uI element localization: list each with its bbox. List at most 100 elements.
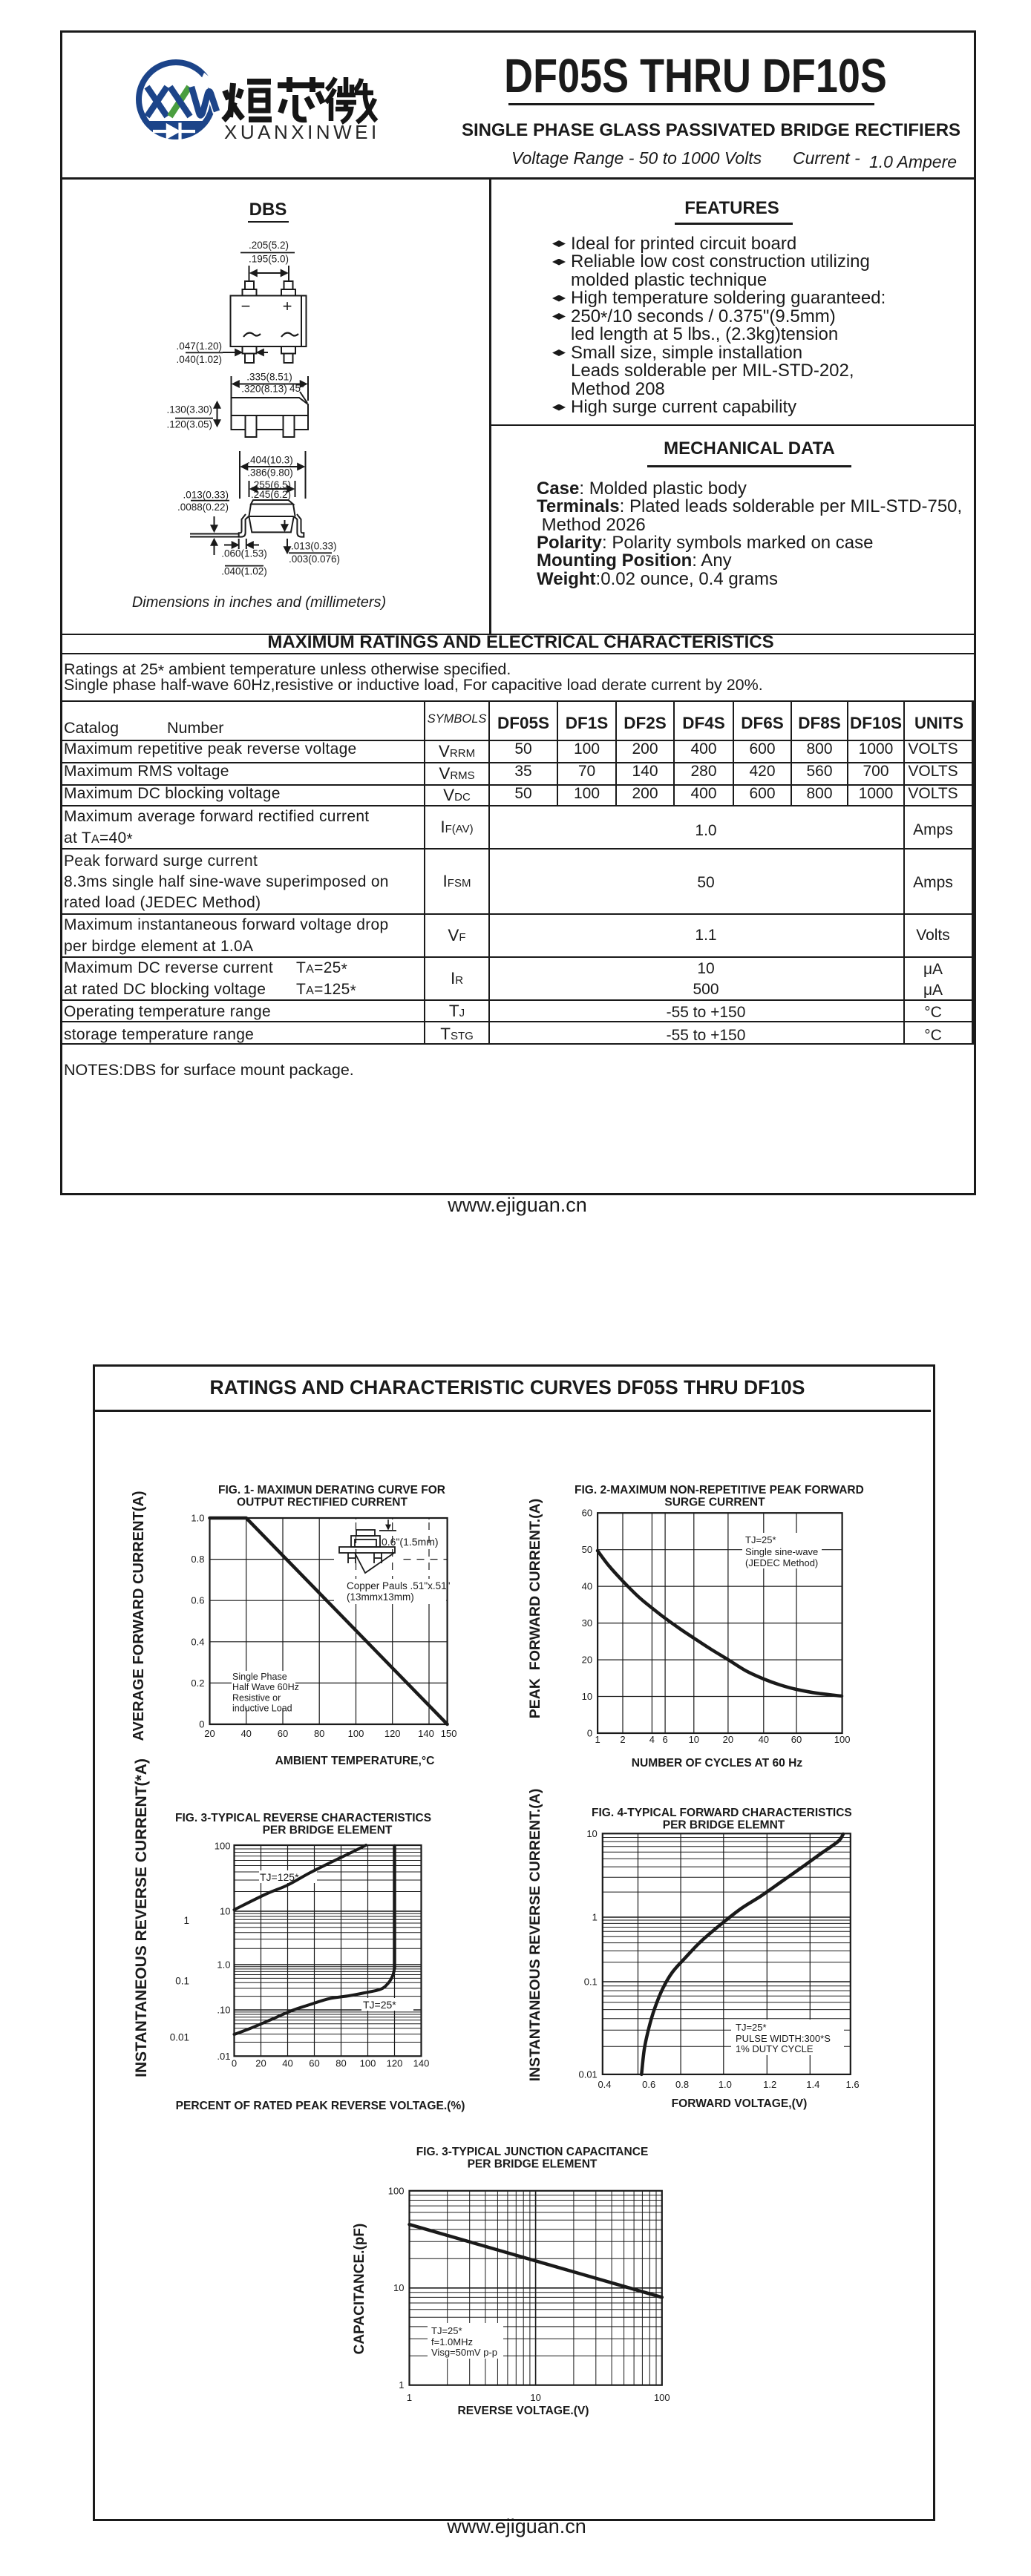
svg-text:0.4: 0.4 — [191, 1636, 204, 1647]
svg-text:20: 20 — [204, 1728, 215, 1739]
svg-text:6: 6 — [662, 1734, 667, 1745]
svg-text:TJ=25*: TJ=25* — [363, 1999, 396, 2011]
svg-text:1.0: 1.0 — [191, 1513, 204, 1524]
svg-text:2: 2 — [620, 1734, 625, 1745]
svg-text:.404(10.3): .404(10.3) — [247, 455, 293, 466]
svg-text:Copper Pauls .51"x.51": Copper Pauls .51"x.51" — [347, 1580, 451, 1591]
svg-text:1.2: 1.2 — [763, 2079, 776, 2090]
svg-text:PER BRIDGE ELEMNT: PER BRIDGE ELEMNT — [663, 1819, 785, 1832]
svg-text:inductive Load: inductive Load — [232, 1703, 292, 1714]
svg-text:0.6: 0.6 — [642, 2079, 655, 2090]
svg-text:100: 100 — [360, 2058, 376, 2069]
svg-text:0: 0 — [232, 2058, 237, 2069]
svg-text:0: 0 — [199, 1719, 204, 1730]
svg-text:10: 10 — [220, 1906, 230, 1917]
svg-text:60: 60 — [582, 1508, 592, 1519]
svg-text:NUMBER OF CYCLES AT 60 Hz: NUMBER OF CYCLES AT 60 Hz — [632, 1757, 803, 1770]
svg-text:100: 100 — [654, 2392, 670, 2403]
svg-text:100: 100 — [834, 1734, 851, 1745]
svg-text:.013(0.33): .013(0.33) — [183, 490, 229, 501]
svg-text:TJ=25*: TJ=25* — [736, 2022, 767, 2033]
svg-text:1: 1 — [595, 1734, 600, 1745]
svg-text:.047(1.20): .047(1.20) — [176, 341, 222, 352]
svg-text:FIG. 4-TYPICAL FORWARD CHARACT: FIG. 4-TYPICAL FORWARD CHARACTERISTICS — [592, 1807, 852, 1819]
svg-text:TJ=25*: TJ=25* — [431, 2325, 462, 2336]
svg-text:60: 60 — [791, 1734, 802, 1745]
svg-text:10: 10 — [530, 2392, 540, 2403]
svg-text:FIG. 1- MAXIMUN DERATING CURVE: FIG. 1- MAXIMUN DERATING CURVE FOR — [218, 1484, 445, 1496]
svg-text:100: 100 — [215, 1841, 231, 1852]
svg-text:.386(9.80): .386(9.80) — [247, 467, 293, 479]
svg-text:Single Phase: Single Phase — [232, 1672, 287, 1682]
svg-text:Half Wave 60Hz: Half Wave 60Hz — [232, 1682, 299, 1692]
svg-text:PERCENT OF RATED PEAK REVERSE: PERCENT OF RATED PEAK REVERSE VOLTAGE.(%… — [176, 2100, 465, 2112]
svg-text:20: 20 — [582, 1655, 592, 1666]
svg-text:1% DUTY CYCLE: 1% DUTY CYCLE — [736, 2043, 814, 2054]
svg-text:1.0: 1.0 — [217, 1959, 230, 1971]
svg-text:TJ=125*: TJ=125* — [260, 1871, 299, 1883]
svg-text:1: 1 — [183, 1915, 189, 1926]
svg-text:.003(0.076): .003(0.076) — [289, 553, 340, 565]
svg-text:(13mmx13mm): (13mmx13mm) — [347, 1591, 414, 1603]
svg-text:40: 40 — [240, 1728, 251, 1739]
svg-text:PULSE WIDTH:300*S: PULSE WIDTH:300*S — [736, 2033, 831, 2044]
svg-text:100: 100 — [388, 2185, 405, 2196]
svg-text:SURGE CURRENT: SURGE CURRENT — [664, 1496, 765, 1509]
svg-text:f=1.0MHz: f=1.0MHz — [431, 2336, 473, 2347]
svg-text:PEAK FORWARD CURRENT.(A): PEAK FORWARD CURRENT.(A) — [527, 1499, 543, 1718]
svg-text:Visg=50mV p-p: Visg=50mV p-p — [431, 2347, 497, 2358]
svg-text:AMBIENT TEMPERATURE,°C: AMBIENT TEMPERATURE,°C — [275, 1755, 435, 1767]
svg-text:Resistive or: Resistive or — [232, 1692, 281, 1703]
svg-text:.320(8.13): .320(8.13) — [241, 384, 287, 395]
svg-text:40: 40 — [282, 2058, 292, 2069]
svg-text:10: 10 — [689, 1734, 699, 1745]
svg-text:0.2: 0.2 — [191, 1678, 204, 1689]
svg-text:80: 80 — [314, 1728, 324, 1739]
svg-text:40: 40 — [759, 1734, 769, 1745]
svg-text:1.4: 1.4 — [806, 2079, 819, 2090]
svg-text:0: 0 — [587, 1728, 592, 1739]
svg-text:.130(3.30): .130(3.30) — [166, 404, 212, 415]
svg-text:20: 20 — [255, 2058, 266, 2069]
svg-text:1: 1 — [407, 2392, 412, 2403]
svg-text:Single sine-wave: Single sine-wave — [745, 1546, 818, 1557]
svg-text:.335(8.51): .335(8.51) — [246, 372, 292, 383]
svg-text:0.01: 0.01 — [170, 2031, 189, 2043]
svg-text:REVERSE VOLTAGE.(V): REVERSE VOLTAGE.(V) — [457, 2405, 589, 2417]
svg-text:FIG. 3-TYPICAL JUNCTION CAPACI: FIG. 3-TYPICAL JUNCTION CAPACITANCE — [416, 2146, 649, 2158]
svg-text:.205(5.2): .205(5.2) — [249, 240, 289, 251]
svg-text:10: 10 — [393, 2282, 404, 2293]
svg-text:CAPACITANCE.(pF): CAPACITANCE.(pF) — [352, 2224, 367, 2355]
svg-text:50: 50 — [582, 1544, 592, 1555]
svg-text:0.1: 0.1 — [584, 1977, 598, 1988]
svg-text:30: 30 — [582, 1617, 592, 1629]
svg-text:45°: 45° — [289, 383, 304, 394]
svg-text:.013(0.33): .013(0.33) — [291, 541, 337, 552]
svg-text:120: 120 — [384, 1728, 401, 1739]
svg-text:PER BRIDGE ELEMENT: PER BRIDGE ELEMENT — [263, 1824, 393, 1837]
svg-text:.060(1.53): .060(1.53) — [221, 548, 267, 559]
svg-text:140: 140 — [418, 1728, 434, 1739]
svg-text:PER BRIDGE ELEMENT: PER BRIDGE ELEMENT — [468, 2158, 598, 2171]
svg-text:FORWARD VOLTAGE,(V): FORWARD VOLTAGE,(V) — [672, 2097, 808, 2110]
svg-text:100: 100 — [348, 1728, 364, 1739]
svg-text:60: 60 — [278, 1728, 288, 1739]
svg-text:0.8: 0.8 — [675, 2079, 689, 2090]
svg-text:.120(3.05): .120(3.05) — [166, 419, 212, 430]
svg-text:FIG. 2-MAXIMUM NON-REPETITIVE: FIG. 2-MAXIMUM NON-REPETITIVE PEAK FORWA… — [575, 1484, 864, 1496]
svg-text:OUTPUT RECTIFIED CURRENT: OUTPUT RECTIFIED CURRENT — [237, 1496, 408, 1509]
svg-text:60: 60 — [309, 2058, 319, 2069]
svg-text:INSTANTANEOUS REVERSE CURRENT(: INSTANTANEOUS REVERSE CURRENT(*A) — [133, 1758, 150, 2077]
svg-text:120: 120 — [387, 2058, 403, 2069]
svg-text:150: 150 — [441, 1728, 457, 1739]
svg-text:.0088(0.22): .0088(0.22) — [177, 502, 229, 513]
svg-text:0.6"(1.5mm): 0.6"(1.5mm) — [382, 1536, 439, 1548]
svg-text:.255(6.5): .255(6.5) — [251, 479, 291, 490]
svg-text:80: 80 — [336, 2058, 346, 2069]
svg-text:.195(5.0): .195(5.0) — [249, 254, 289, 265]
svg-text:0.01: 0.01 — [578, 2069, 597, 2080]
svg-text:140: 140 — [413, 2058, 430, 2069]
svg-text:10: 10 — [586, 1828, 597, 1839]
svg-text:1.0: 1.0 — [719, 2079, 732, 2090]
svg-text:0.8: 0.8 — [191, 1554, 204, 1565]
